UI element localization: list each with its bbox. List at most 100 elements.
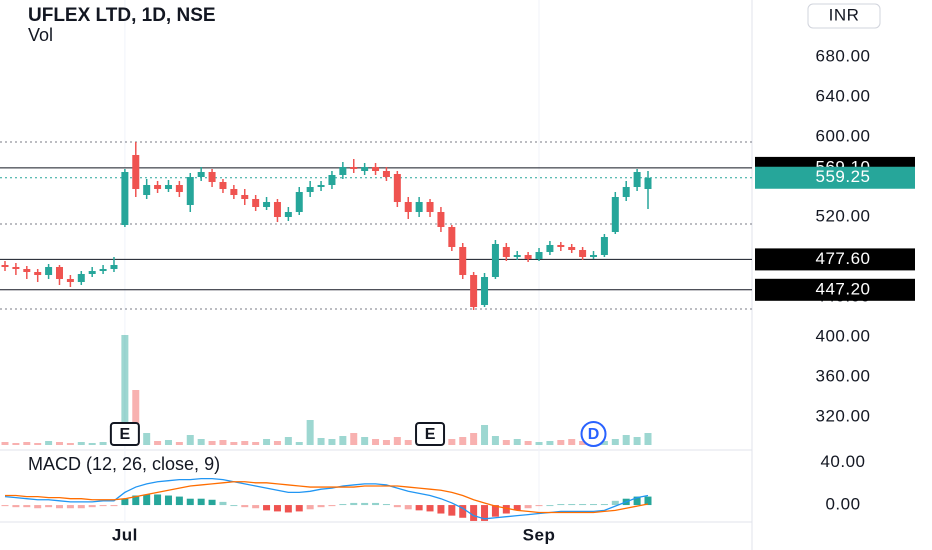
- macd-histogram-bar: [241, 505, 249, 508]
- macd-histogram-bar: [579, 504, 587, 506]
- candle-body: [611, 197, 619, 232]
- volume-bar: [404, 440, 412, 445]
- candle-body: [491, 244, 499, 277]
- volume-bar: [219, 440, 227, 445]
- volume-bar: [88, 443, 96, 445]
- macd-histogram-bar: [252, 505, 260, 509]
- volume-bar: [622, 435, 630, 445]
- volume-bar: [23, 442, 31, 445]
- currency-box[interactable]: [807, 3, 881, 29]
- candle-body: [143, 185, 151, 195]
- macd-histogram-bar: [317, 505, 325, 508]
- macd-histogram-bar: [557, 504, 565, 506]
- y-tick-label: 360.00: [816, 366, 871, 385]
- volume-bar: [524, 441, 532, 445]
- candle-body: [88, 271, 96, 274]
- volume-bar: [12, 443, 20, 445]
- candle-body: [557, 245, 565, 247]
- candle-body: [404, 202, 412, 212]
- volume-bar: [197, 439, 205, 445]
- macd-histogram-bar: [1, 505, 9, 507]
- volume-bar: [175, 442, 183, 445]
- volume-bar: [644, 433, 652, 445]
- candle-body: [535, 252, 543, 259]
- macd-histogram-bar: [230, 505, 238, 507]
- price-line-label: 447.20: [816, 279, 871, 298]
- candle-body: [252, 199, 260, 207]
- volume-bar: [568, 439, 576, 445]
- event-label: E: [425, 426, 436, 443]
- candle-body: [579, 250, 587, 257]
- macd-histogram-bar: [154, 494, 162, 506]
- volume-bar: [284, 437, 292, 445]
- macd-histogram-bar: [328, 505, 336, 507]
- candle-body: [372, 167, 380, 171]
- chart-title: UFLEX LTD, 1D, NSE: [28, 5, 216, 26]
- y2-tick-label: 40.00: [820, 452, 865, 471]
- macd-histogram-bar: [502, 505, 510, 514]
- volume-bar: [481, 425, 489, 445]
- macd-histogram-bar: [611, 500, 619, 506]
- macd-histogram-bar: [295, 505, 303, 512]
- last-price-label: 559.25: [816, 167, 871, 186]
- candle-body: [481, 277, 489, 305]
- volume-bar: [600, 441, 608, 445]
- macd-histogram-bar: [491, 505, 499, 517]
- volume-bar: [34, 443, 42, 445]
- currency[interactable]: INR: [829, 5, 860, 24]
- volume-bar: [186, 435, 194, 445]
- volume-bar: [241, 441, 249, 445]
- axis: 320.00360.00400.00440.00480.00520.00560.…: [112, 46, 915, 544]
- macd-histogram-bar: [644, 496, 652, 506]
- price-line-box: [755, 278, 915, 301]
- macd-histogram-bar: [284, 505, 292, 513]
- candle-body: [110, 265, 118, 269]
- volume-bar: [579, 441, 587, 445]
- volume-bar: [252, 442, 260, 445]
- macd-histogram-bar: [306, 505, 314, 510]
- candle-body: [568, 247, 576, 250]
- candle-body: [230, 189, 238, 195]
- volume-bar: [132, 390, 140, 445]
- candle-body: [622, 187, 630, 197]
- candle-body: [328, 175, 336, 185]
- candle-body: [12, 267, 20, 269]
- price-line-label: 477.60: [816, 249, 871, 268]
- macd-histogram-bar: [590, 504, 598, 506]
- macd-histogram-bar: [110, 505, 118, 507]
- volume-bar: [99, 442, 107, 445]
- macd-histogram-bar: [121, 498, 129, 506]
- candle-body: [382, 171, 390, 177]
- volume-bar: [350, 433, 358, 445]
- candle-body: [415, 202, 423, 212]
- candle-body: [263, 202, 271, 207]
- macd-histogram-bar: [448, 505, 456, 516]
- candle-body: [339, 167, 347, 175]
- macd-histogram-bar: [426, 505, 434, 512]
- candle-body: [426, 202, 434, 212]
- macd-label: MACD (12, 26, close, 9): [28, 454, 220, 474]
- candle-body: [55, 267, 63, 279]
- macd-line: [4, 477, 649, 520]
- macd-histogram-bar: [600, 504, 608, 506]
- macd-histogram-bar: [208, 499, 216, 506]
- volume-bar: [121, 335, 129, 445]
- volume-bar: [45, 441, 53, 445]
- y-tick-label: 680.00: [816, 46, 871, 65]
- price-line-box: [755, 248, 915, 271]
- volume-bar: [535, 442, 543, 445]
- candle-body: [470, 275, 478, 307]
- signal-line: [5, 481, 649, 514]
- candle-body: [164, 185, 172, 189]
- macd-histogram-bar: [143, 494, 151, 506]
- candle-body: [524, 255, 532, 259]
- macd-histogram-bar: [393, 505, 401, 508]
- candle-body: [590, 255, 598, 257]
- macd-histogram-bar: [263, 505, 271, 511]
- volume-bar: [546, 441, 554, 445]
- candle-body: [132, 155, 140, 189]
- volume-bar: [470, 433, 478, 445]
- volume-label: Vol: [28, 25, 53, 45]
- macd-histogram-bar: [339, 504, 347, 506]
